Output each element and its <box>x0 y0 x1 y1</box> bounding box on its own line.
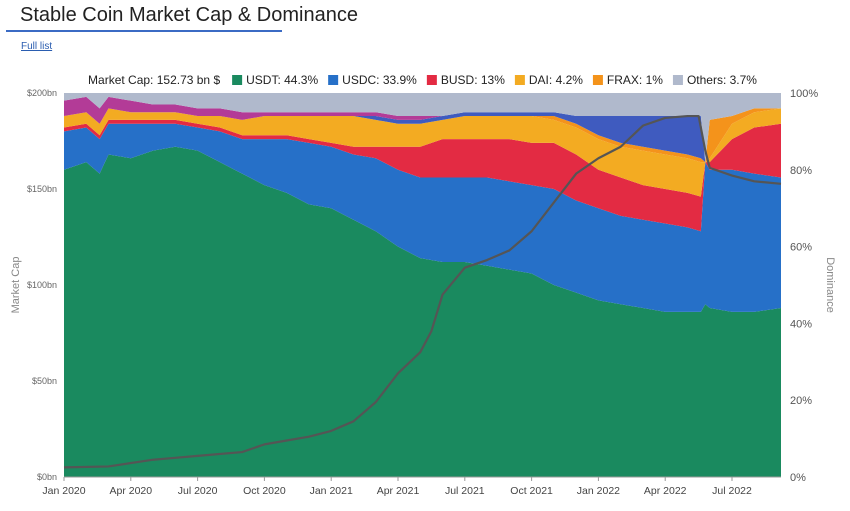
x-tick-label: Jul 2020 <box>178 485 218 497</box>
x-tick-label: Jan 2020 <box>42 485 85 497</box>
legend-label-others: Others: 3.7% <box>687 73 757 87</box>
market-cap-total-label: Market Cap: 152.73 bn $ <box>88 73 220 87</box>
y-right-tick-label: 100% <box>790 88 818 100</box>
area-others <box>64 93 781 163</box>
y-left-tick-label: $50bn <box>32 376 57 386</box>
legend-label-frax: FRAX: 1% <box>607 73 663 87</box>
page-title: Stable Coin Market Cap & Dominance <box>20 4 358 26</box>
y-right-tick-label: 60% <box>790 242 812 254</box>
legend-swatch-others <box>672 75 683 85</box>
x-tick-label: Jul 2021 <box>445 485 485 497</box>
x-tick-label: Apr 2022 <box>644 485 687 497</box>
area-ust <box>64 108 781 163</box>
y-left-tick-label: $0bn <box>37 472 57 482</box>
y-left-tick-label: $150bn <box>27 184 57 194</box>
chart-legend: Market Cap: 152.73 bn $ USDT: 44.3% USDC: … <box>88 73 757 87</box>
x-tick-label: Jan 2022 <box>577 485 620 497</box>
title-underline <box>6 30 282 32</box>
area-frax <box>64 108 781 163</box>
legend-swatch-usdc <box>328 75 339 85</box>
x-tick-label: Jul 2022 <box>712 485 752 497</box>
x-tick-label: Oct 2021 <box>510 485 553 497</box>
legend-swatch-usdt <box>232 75 243 85</box>
legend-label-usdt: USDT: 44.3% <box>246 73 318 87</box>
y-left-tick-label: $100bn <box>27 280 57 290</box>
y-axis-title-right: Dominance <box>824 257 836 313</box>
full-list-link[interactable]: Full list <box>21 41 53 52</box>
x-tick-label: Jan 2021 <box>310 485 353 497</box>
chart-axes: $0bn $50bn $100bn $150bn $200bn 0% 20% 40% 60% 80… <box>10 88 836 497</box>
legend-swatch-busd <box>426 75 437 85</box>
x-tick-label: Apr 2020 <box>109 485 152 497</box>
legend-swatch-frax <box>592 75 603 85</box>
y-right-tick-label: 40% <box>790 318 812 330</box>
legend-label-dai: DAI: 4.2% <box>529 73 583 87</box>
legend-swatch-dai <box>514 75 525 85</box>
area-tusd <box>64 96 781 163</box>
y-right-tick-label: 0% <box>790 472 806 484</box>
area-busd <box>64 119 781 232</box>
y-left-tick-label: $200bn <box>27 88 57 98</box>
x-tick-label: Oct 2020 <box>243 485 286 497</box>
dominance-line-group <box>63 114 782 469</box>
market-cap-line <box>63 114 782 469</box>
stacked-area-group <box>64 93 781 477</box>
area-dai <box>64 108 781 197</box>
legend-label-busd: BUSD: 13% <box>441 73 505 87</box>
y-right-tick-label: 20% <box>790 395 812 407</box>
area-usdt <box>64 146 781 477</box>
x-tick-label: Apr 2021 <box>377 485 420 497</box>
area-usdc <box>64 123 781 312</box>
y-axis-title-left: Market Cap <box>10 257 22 314</box>
legend-label-usdc: USDC: 33.9% <box>342 73 417 87</box>
y-right-tick-label: 80% <box>790 165 812 177</box>
